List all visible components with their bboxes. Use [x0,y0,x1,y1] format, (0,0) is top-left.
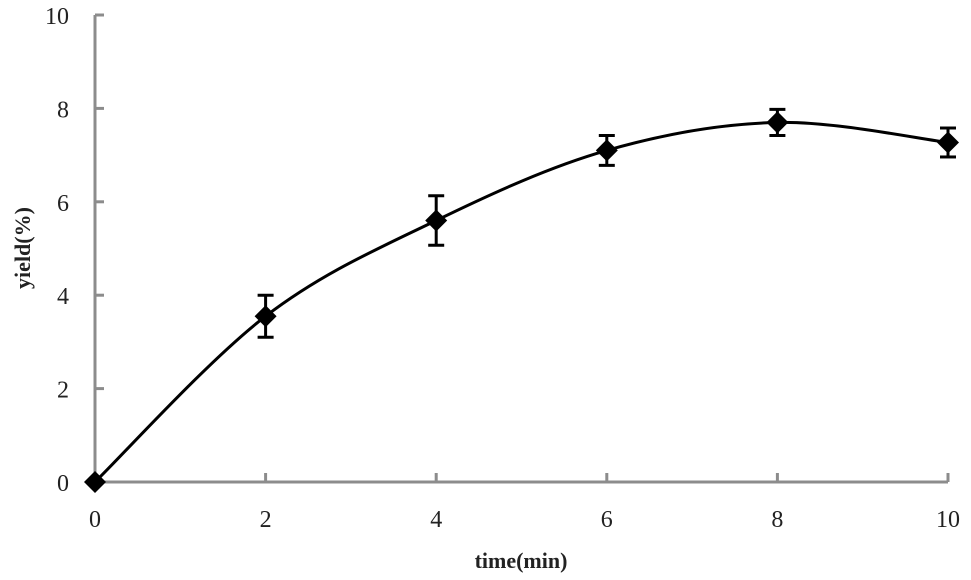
diamond-marker [425,209,448,232]
axes [93,13,950,484]
series-line [93,120,949,484]
y-tick-label: 8 [57,97,69,123]
x-tick-label: 6 [601,507,613,533]
x-tick-label: 0 [89,507,101,533]
y-axis-title: yield(%) [10,207,35,289]
x-axis-title: time(min) [475,548,568,573]
y-tick-label: 2 [57,378,69,404]
diamond-marker [766,111,789,134]
diamond-marker [254,305,277,328]
x-tick-label: 10 [936,507,960,533]
y-tick-label: 0 [57,471,69,497]
x-tick-label: 8 [771,507,783,533]
fitted-curve [93,120,949,484]
y-tick-labels: 0 2 4 6 8 10 [45,4,69,497]
diamond-marker [937,131,959,154]
diamond-marker [84,471,106,493]
data-markers [84,111,959,493]
x-tick-label: 2 [260,507,272,533]
diamond-marker [595,139,618,162]
y-tick-label: 6 [57,191,69,217]
y-tick-label: 10 [45,4,69,30]
x-tick-labels: 0 2 4 6 8 10 [89,507,960,533]
x-tick-label: 4 [430,507,442,533]
y-tick-label: 4 [57,284,69,310]
